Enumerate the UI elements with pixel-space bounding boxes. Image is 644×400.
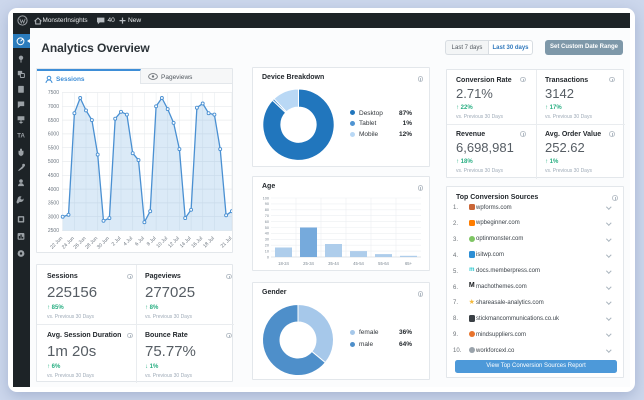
- svg-text:25-34: 25-34: [303, 261, 314, 266]
- svg-text:4500: 4500: [48, 173, 59, 179]
- svg-text:2 Jul: 2 Jul: [111, 235, 123, 247]
- svg-text:5000: 5000: [48, 159, 59, 165]
- svg-text:21 Jul: 21 Jul: [220, 235, 232, 249]
- svg-text:6 Jul: 6 Jul: [134, 235, 146, 247]
- svg-text:50: 50: [265, 226, 269, 230]
- svg-text:10: 10: [265, 249, 269, 253]
- svg-text:3000: 3000: [48, 214, 59, 220]
- svg-text:6500: 6500: [48, 117, 59, 123]
- svg-text:3500: 3500: [48, 200, 59, 206]
- svg-text:20: 20: [265, 244, 269, 248]
- svg-text:14 Jul: 14 Jul: [179, 235, 193, 249]
- svg-text:45-54: 45-54: [353, 261, 364, 266]
- svg-text:55-64: 55-64: [378, 261, 389, 266]
- svg-text:TA: TA: [17, 133, 25, 139]
- svg-text:100: 100: [263, 196, 269, 200]
- svg-text:70: 70: [265, 214, 269, 218]
- svg-text:12 Jul: 12 Jul: [167, 235, 181, 249]
- svg-text:60: 60: [265, 220, 269, 224]
- svg-text:7500: 7500: [48, 90, 59, 96]
- svg-text:0: 0: [267, 255, 269, 259]
- svg-text:2500: 2500: [48, 228, 59, 234]
- svg-text:30: 30: [265, 238, 269, 242]
- svg-text:7000: 7000: [48, 104, 59, 110]
- svg-text:8 Jul: 8 Jul: [146, 235, 158, 247]
- svg-text:80: 80: [265, 208, 269, 212]
- svg-text:35-44: 35-44: [328, 261, 339, 266]
- svg-text:16 Jul: 16 Jul: [190, 235, 204, 249]
- svg-text:5500: 5500: [48, 145, 59, 151]
- svg-text:10 Jul: 10 Jul: [155, 235, 169, 249]
- svg-text:6000: 6000: [48, 131, 59, 137]
- svg-text:18 Jul: 18 Jul: [202, 235, 216, 249]
- svg-text:65+: 65+: [405, 261, 413, 266]
- svg-text:40: 40: [265, 232, 269, 236]
- svg-text:30 Jun: 30 Jun: [96, 235, 111, 250]
- svg-text:4 Jul: 4 Jul: [122, 235, 134, 247]
- svg-text:4000: 4000: [48, 186, 59, 192]
- svg-text:90: 90: [265, 202, 269, 206]
- svg-text:18-24: 18-24: [278, 261, 289, 266]
